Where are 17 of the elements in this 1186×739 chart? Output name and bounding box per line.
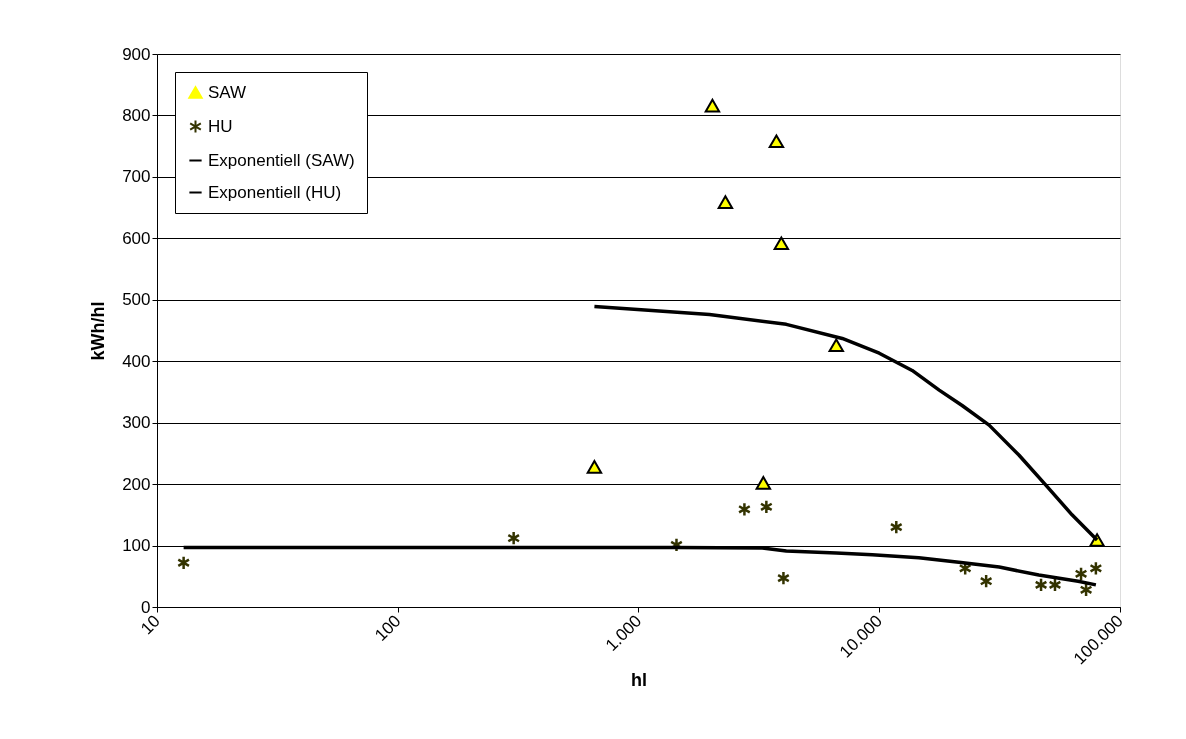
y-tick-label: 500 xyxy=(122,290,151,310)
y-axis-title: kWh/hl xyxy=(88,301,109,361)
y-tick-label: 300 xyxy=(122,413,151,433)
y-tick-label: 700 xyxy=(122,167,151,187)
y-tick-label: 400 xyxy=(122,351,151,371)
y-tick-label: 800 xyxy=(122,105,151,125)
y-tick-label: 0 xyxy=(141,597,151,617)
y-tick-label: 900 xyxy=(122,44,151,64)
y-tick-label: 100 xyxy=(122,536,151,556)
legend-label: HU xyxy=(208,116,233,136)
x-axis-title: hl xyxy=(631,669,647,690)
legend-label: SAW xyxy=(208,82,247,102)
legend-label: Exponentiell (SAW) xyxy=(208,150,355,170)
x-tick-label: 100 xyxy=(371,611,405,645)
y-tick-label: 200 xyxy=(122,474,151,494)
y-tick-label: 600 xyxy=(122,228,151,248)
legend-label: Exponentiell (HU) xyxy=(208,182,342,202)
